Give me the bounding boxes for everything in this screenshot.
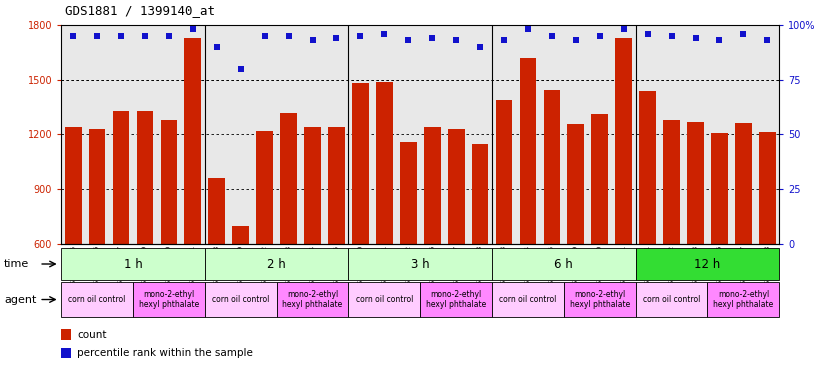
Text: GDS1881 / 1399140_at: GDS1881 / 1399140_at (65, 4, 215, 17)
Point (498, 37, 511, 43)
Text: corn oil control: corn oil control (212, 295, 269, 304)
Text: 3 h: 3 h (411, 258, 429, 270)
Bar (543, 90, 561, 244)
Bar (348, 282, 420, 317)
Point (234, 66, 247, 72)
Point (521, 26, 534, 32)
Bar (376, 81, 392, 244)
Point (426, 35, 439, 41)
Bar (184, 38, 202, 244)
Bar (448, 129, 464, 244)
Bar (400, 142, 417, 244)
Text: mono-2-ethyl
hexyl phthalate: mono-2-ethyl hexyl phthalate (139, 290, 199, 309)
Point (306, 37, 319, 43)
Bar (639, 91, 656, 244)
Bar (759, 132, 776, 244)
Text: corn oil control: corn oil control (356, 295, 413, 304)
Bar (61, 248, 205, 280)
Bar (711, 132, 728, 244)
Point (91, 33, 104, 39)
Text: corn oil control: corn oil control (69, 295, 126, 304)
Point (545, 33, 558, 39)
Bar (492, 248, 636, 280)
Bar (348, 248, 492, 280)
Bar (61, 329, 71, 340)
Text: 12 h: 12 h (694, 258, 721, 270)
Bar (564, 282, 636, 317)
Text: mono-2-ethyl
hexyl phthalate: mono-2-ethyl hexyl phthalate (570, 290, 630, 309)
Point (139, 33, 152, 39)
Text: 6 h: 6 h (555, 258, 573, 270)
Bar (205, 248, 348, 280)
Bar (735, 122, 752, 244)
Point (67, 33, 80, 39)
Point (570, 37, 583, 43)
Bar (161, 120, 177, 244)
Bar (64, 127, 82, 244)
Bar (61, 348, 71, 358)
Bar (61, 282, 133, 317)
Text: 1 h: 1 h (124, 258, 142, 270)
Bar (136, 111, 153, 244)
Point (617, 26, 630, 32)
Bar (636, 248, 779, 280)
Text: 2 h: 2 h (268, 258, 286, 270)
Bar (277, 282, 348, 317)
Point (761, 37, 774, 43)
Bar (707, 282, 779, 317)
Bar (352, 83, 369, 244)
Bar (205, 282, 277, 317)
Bar (208, 178, 225, 244)
Point (593, 33, 606, 39)
Point (258, 33, 271, 39)
Bar (233, 225, 249, 244)
Point (114, 33, 127, 39)
Bar (636, 282, 707, 317)
Bar (280, 113, 297, 244)
Point (665, 33, 678, 39)
Point (737, 31, 750, 37)
Text: time: time (4, 259, 29, 269)
Bar (592, 114, 608, 244)
Point (378, 31, 391, 37)
Bar (472, 144, 489, 244)
Text: mono-2-ethyl
hexyl phthalate: mono-2-ethyl hexyl phthalate (426, 290, 486, 309)
Text: agent: agent (4, 295, 37, 305)
Bar (520, 58, 536, 244)
Bar (133, 282, 205, 317)
Point (450, 37, 463, 43)
Point (162, 33, 175, 39)
Point (401, 37, 415, 43)
Bar (567, 124, 584, 244)
Text: mono-2-ethyl
hexyl phthalate: mono-2-ethyl hexyl phthalate (282, 290, 343, 309)
Text: corn oil control: corn oil control (643, 295, 700, 304)
Text: corn oil control: corn oil control (499, 295, 557, 304)
Point (713, 37, 726, 43)
Point (211, 44, 224, 50)
Bar (615, 38, 632, 244)
Point (282, 33, 295, 39)
Point (354, 33, 367, 39)
Point (689, 35, 702, 41)
Point (473, 44, 486, 50)
Text: count: count (77, 329, 107, 340)
Bar (663, 120, 680, 244)
Bar (495, 100, 512, 244)
Bar (256, 131, 273, 244)
Text: percentile rank within the sample: percentile rank within the sample (77, 348, 253, 358)
Point (641, 31, 654, 37)
Bar (687, 122, 704, 244)
Bar (420, 282, 492, 317)
Bar (89, 129, 105, 244)
Bar (328, 127, 345, 244)
Point (186, 26, 199, 32)
Bar (304, 127, 321, 244)
Bar (492, 282, 564, 317)
Bar (424, 127, 441, 244)
Text: mono-2-ethyl
hexyl phthalate: mono-2-ethyl hexyl phthalate (713, 290, 774, 309)
Bar (113, 111, 130, 244)
Point (330, 35, 343, 41)
